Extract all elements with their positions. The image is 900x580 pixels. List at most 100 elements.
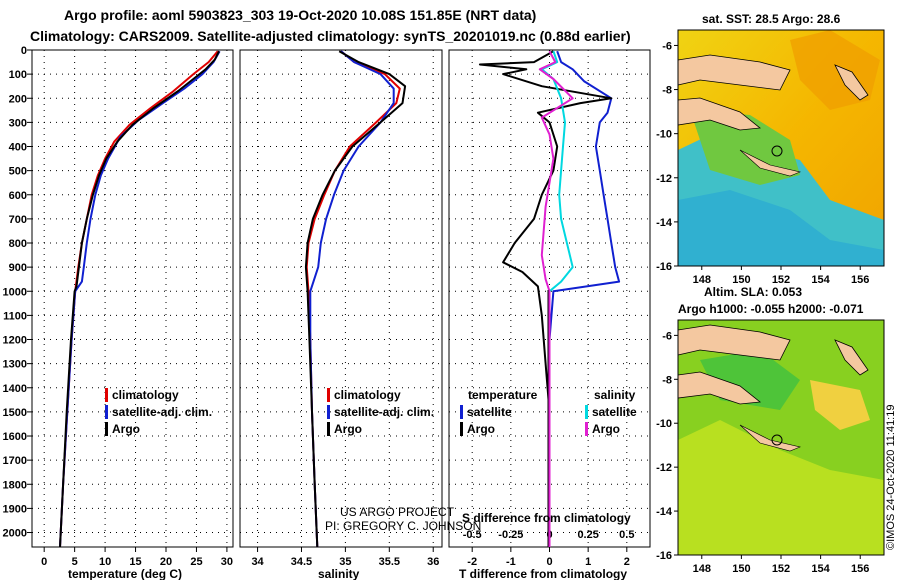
map-y-tick-label: -14 — [656, 506, 673, 518]
legend-swatch-sal-satellite — [585, 405, 588, 419]
legend-label-climatology: climatology — [334, 388, 401, 402]
map-y-tick-label: -16 — [656, 550, 672, 562]
x-tick-label: 34 — [251, 556, 264, 568]
series-line-temperature-satellite — [548, 50, 621, 547]
y-tick-label: 1600 — [3, 431, 27, 443]
header-line-1: Argo profile: aoml 5903823_303 19-Oct-20… — [64, 7, 536, 23]
temperature-legend: climatology satellite-adj. clim. Argo — [105, 388, 212, 436]
y-tick-label: 700 — [9, 214, 27, 226]
x-tick-label: 35.5 — [379, 556, 400, 568]
map-y-tick-label: -16 — [656, 261, 672, 273]
map-x-tick-label: 148 — [693, 563, 711, 575]
x-tick-label: 5 — [72, 556, 78, 568]
x-tick-label: 15 — [129, 556, 141, 568]
legend-swatch-satellite — [105, 405, 108, 419]
x-tick-label: 34.5 — [291, 556, 312, 568]
legend-label-satellite: satellite-adj. clim. — [112, 405, 212, 419]
salinity-diff-tick-label: -0.25 — [498, 529, 523, 541]
x-tick-label: -1 — [506, 556, 516, 568]
x-tick-label: 25 — [190, 556, 202, 568]
sst-map-axes: 148 150 152 154 156 -6 -8 -10 -12 -14 -16 — [656, 40, 869, 286]
y-tick-label: 1400 — [3, 383, 27, 395]
header-line-2: Climatology: CARS2009. Satellite-adjuste… — [30, 28, 631, 44]
y-tick-label: 900 — [9, 262, 27, 274]
difference-salinity-legend: salinity satellite Argo — [585, 388, 637, 436]
y-tick-label: 1300 — [3, 359, 27, 371]
x-tick-label: 0 — [41, 556, 47, 568]
x-tick-label: 1 — [585, 556, 591, 568]
y-tick-label: 1700 — [3, 455, 27, 467]
legend-swatch-climatology — [327, 388, 330, 402]
y-tick-label: 800 — [9, 238, 27, 250]
legend-label-temp-argo: Argo — [467, 422, 495, 436]
legend-label-satellite: satellite-adj. clim. — [334, 405, 434, 419]
sla-map — [677, 319, 885, 556]
map-y-tick-label: -8 — [662, 85, 672, 97]
y-tick-label: 100 — [9, 69, 27, 81]
difference-temperature-legend: temperature satellite Argo — [460, 388, 538, 436]
argo-position-marker — [771, 434, 783, 446]
map-y-tick-label: -10 — [656, 418, 672, 430]
sst-map — [677, 29, 885, 267]
legend-swatch-temp-argo — [460, 422, 463, 436]
legend-title-temperature: temperature — [468, 388, 538, 402]
legend-swatch-climatology — [105, 388, 108, 402]
legend-swatch-temp-satellite — [460, 405, 463, 419]
legend-swatch-argo — [105, 422, 108, 436]
map-x-tick-label: 156 — [851, 563, 869, 575]
temperature-xlabel: temperature (deg C) — [68, 567, 182, 580]
x-tick-label: 20 — [160, 556, 172, 568]
attribution-line-2: PI: GREGORY C. JOHNSON — [325, 519, 481, 533]
map-x-tick-label: 156 — [851, 274, 869, 286]
series-line-temperature-argo — [478, 50, 613, 547]
y-tick-label: 1100 — [3, 310, 27, 322]
sst-map-title: sat. SST: 28.5 Argo: 28.6 — [702, 12, 841, 26]
series-line-satellite-adj-clim- — [59, 50, 221, 547]
x-tick-label: 36 — [427, 556, 439, 568]
salinity-xlabel: salinity — [318, 567, 360, 580]
legend-label-climatology: climatology — [112, 388, 179, 402]
legend-label-argo: Argo — [334, 422, 362, 436]
y-tick-label: 500 — [9, 166, 27, 178]
attribution-line-1: US ARGO PROJECT — [340, 505, 455, 519]
map-x-tick-label: 152 — [772, 274, 790, 286]
series-line-argo — [59, 50, 220, 547]
series-line-climatology — [305, 50, 401, 547]
legend-swatch-argo — [327, 422, 330, 436]
argo-position-marker — [771, 145, 783, 157]
series-line-argo — [304, 50, 407, 547]
legend-title-salinity: salinity — [594, 388, 636, 402]
map-y-tick-label: -8 — [662, 374, 672, 386]
x-tick-label: 30 — [221, 556, 233, 568]
series-line-satellite-adj-clim- — [309, 50, 395, 547]
y-tick-label: 1900 — [3, 503, 27, 515]
y-tick-label: 600 — [9, 190, 27, 202]
sla-map-title-2: Argo h1000: -0.055 h2000: -0.071 — [678, 302, 864, 316]
salinity-legend: climatology satellite-adj. clim. Argo — [327, 388, 434, 436]
salinity-diff-tick-label: -0.5 — [463, 529, 482, 541]
x-tick-label: 10 — [99, 556, 111, 568]
sla-map-title-1: Altim. SLA: 0.053 — [704, 285, 802, 299]
legend-label-argo: Argo — [112, 422, 140, 436]
map-y-tick-label: -6 — [662, 330, 672, 342]
legend-label-sal-argo: Argo — [592, 422, 620, 436]
y-tick-label: 300 — [9, 117, 27, 129]
y-tick-label: 1800 — [3, 479, 27, 491]
map-x-tick-label: 150 — [732, 274, 750, 286]
x-tick-label: -2 — [467, 556, 477, 568]
legend-label-temp-satellite: satellite — [467, 405, 512, 419]
map-y-tick-label: -12 — [656, 462, 672, 474]
difference-top-xlabel: S difference from climatology — [462, 511, 631, 525]
map-x-tick-label: 152 — [772, 563, 790, 575]
y-tick-label: 1200 — [3, 335, 27, 347]
map-y-tick-label: -6 — [662, 40, 672, 52]
map-x-tick-label: 148 — [693, 274, 711, 286]
imos-stamp: ©IMOS 24-Oct-2020 11:41:19 — [885, 405, 897, 550]
legend-swatch-sal-argo — [585, 422, 588, 436]
x-tick-label: 0 — [546, 556, 552, 568]
map-y-tick-label: -10 — [656, 129, 672, 141]
map-y-tick-label: -14 — [656, 217, 673, 229]
legend-label-sal-satellite: satellite — [592, 405, 637, 419]
y-tick-label: 2000 — [3, 528, 27, 540]
